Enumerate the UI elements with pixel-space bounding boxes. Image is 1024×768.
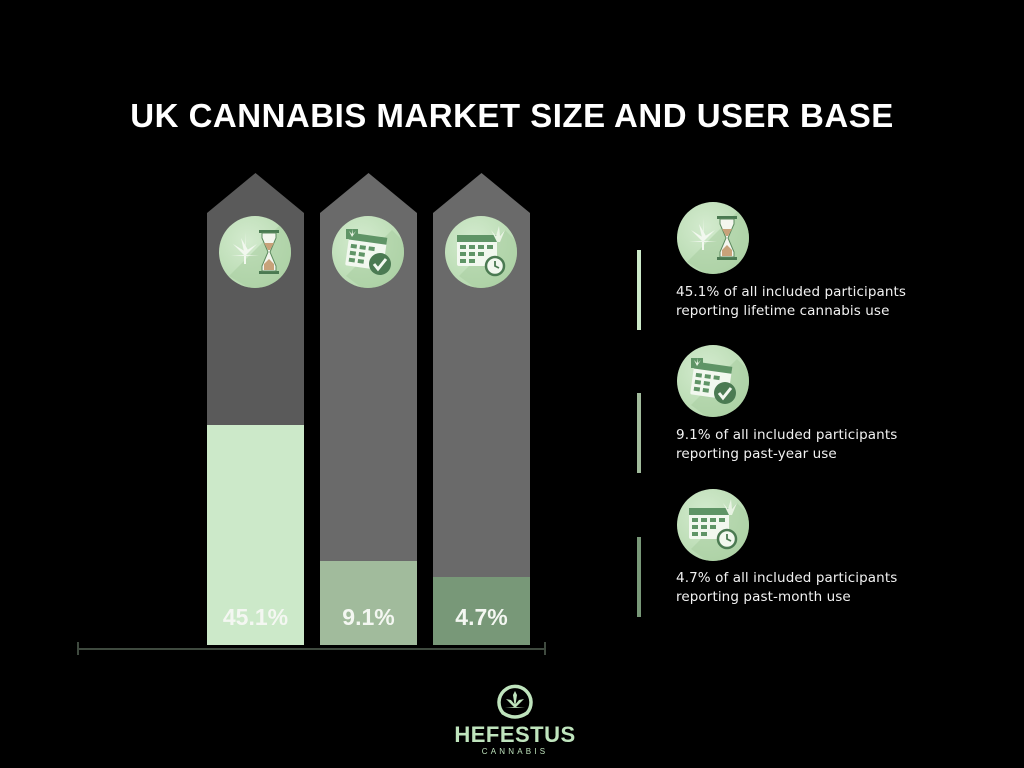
legend-color-bar xyxy=(637,393,641,473)
bar-value-label: 45.1% xyxy=(222,604,289,630)
legend-text-line: reporting lifetime cannabis use xyxy=(676,303,890,319)
legend-color-bar xyxy=(637,537,641,617)
bar-column-past-year: 9.1% xyxy=(320,173,417,645)
bar-fill-past-year xyxy=(320,561,417,645)
cannabis-hourglass-icon xyxy=(677,202,749,274)
legend-text-line: reporting past-month use xyxy=(676,589,851,605)
cannabis-smile-logo-icon xyxy=(497,684,533,719)
calendar-check-icon xyxy=(677,345,749,417)
cannabis-hourglass-icon xyxy=(219,216,291,288)
calendar-clock-icon xyxy=(445,216,517,288)
legend-text-line: 45.1% of all included participants xyxy=(676,284,907,300)
legend-text: 45.1% of all included participants repor… xyxy=(676,283,906,321)
bar-value-label: 9.1% xyxy=(342,604,395,630)
legend-color-bar xyxy=(637,250,641,330)
logo-name: HEFESTUS xyxy=(454,722,576,747)
legend-text: 4.7% of all included participants report… xyxy=(676,569,897,607)
hefestus-logo: HEFESTUS CANNABIS xyxy=(440,683,590,757)
legend-text-line: 9.1% of all included participants xyxy=(676,427,898,443)
calendar-clock-icon xyxy=(677,489,749,561)
calendar-check-icon xyxy=(332,216,404,288)
bar-value-label: 4.7% xyxy=(455,604,508,630)
x-axis-tick-right xyxy=(544,642,546,655)
bar-fill-lifetime xyxy=(207,425,304,645)
x-axis-line xyxy=(78,648,546,650)
logo-subtitle: CANNABIS xyxy=(481,747,549,756)
bar-column-past-month: 4.7% xyxy=(433,173,530,645)
legend-text-line: 4.7% of all included participants xyxy=(676,570,898,586)
bar-column-lifetime: 45.1% xyxy=(207,173,304,645)
bar-fill-past-month xyxy=(433,577,530,645)
legend-text: 9.1% of all included participants report… xyxy=(676,426,897,464)
legend-text-line: reporting past-year use xyxy=(676,446,837,462)
chart-title: UK CANNABIS MARKET SIZE AND USER BASE xyxy=(130,97,894,134)
x-axis-tick-left xyxy=(77,642,79,655)
